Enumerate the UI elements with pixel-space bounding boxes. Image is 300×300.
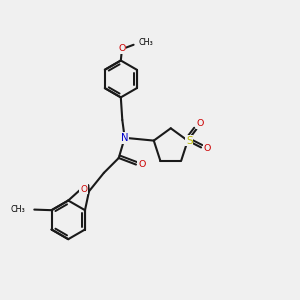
Text: N: N [121,133,128,143]
Text: O: O [204,144,211,153]
Text: O: O [80,184,87,194]
Text: S: S [186,136,193,146]
Text: O: O [197,119,204,128]
Text: CH₃: CH₃ [11,205,26,214]
Text: CH₃: CH₃ [139,38,154,47]
Text: O: O [138,160,146,169]
Text: O: O [118,44,125,53]
